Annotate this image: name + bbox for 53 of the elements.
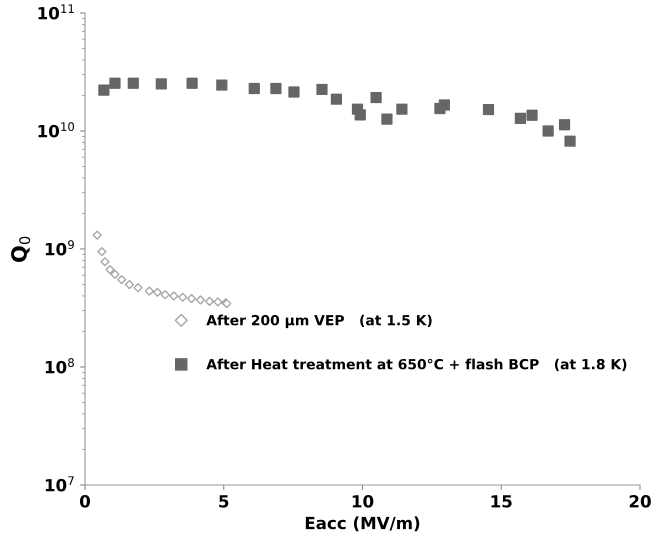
point xyxy=(98,84,110,96)
point xyxy=(100,257,110,266)
point xyxy=(381,114,393,125)
point xyxy=(186,78,198,89)
point xyxy=(270,82,282,94)
point xyxy=(117,275,126,284)
point xyxy=(354,109,366,120)
point xyxy=(216,79,228,91)
point xyxy=(186,294,196,304)
point xyxy=(128,78,139,89)
point xyxy=(160,290,170,300)
point xyxy=(396,104,408,115)
point xyxy=(248,82,260,94)
point xyxy=(124,280,134,290)
point xyxy=(169,291,178,301)
y-tick-label: 10$^{8}$ xyxy=(46,358,74,374)
y-tick-label: 10$^{11}$ xyxy=(38,4,74,20)
point xyxy=(288,86,300,98)
y-tick-label: 10$^{7}$ xyxy=(46,476,74,492)
point xyxy=(482,104,494,116)
x-axis-title: Eacc (MV/m) xyxy=(306,516,420,532)
point xyxy=(526,110,538,121)
point xyxy=(105,264,115,274)
y-tick-label: 10$^{9}$ xyxy=(46,240,74,256)
point xyxy=(110,270,120,279)
x-tick-label: 15 xyxy=(492,495,512,508)
point xyxy=(152,288,162,297)
point xyxy=(196,295,206,305)
y-tick-label: 10$^{10}$ xyxy=(38,122,74,138)
point xyxy=(330,94,342,105)
point xyxy=(438,99,450,111)
point xyxy=(97,247,107,256)
point xyxy=(564,136,576,147)
x-tick-label: 5 xyxy=(219,495,228,508)
point xyxy=(156,78,167,90)
point xyxy=(558,119,570,130)
point xyxy=(133,283,143,292)
point xyxy=(204,296,214,306)
legend-label: After Heat treatment at 650°C + flash BCP (at 1.8 K) xyxy=(206,358,626,372)
point xyxy=(178,292,188,302)
point xyxy=(370,92,382,104)
point xyxy=(316,84,328,96)
legend-label: After 200 µm VEP (at 1.5 K) xyxy=(206,314,432,328)
point xyxy=(514,112,526,124)
point xyxy=(92,230,102,240)
point xyxy=(144,286,154,296)
point xyxy=(542,125,554,137)
point xyxy=(109,78,121,89)
x-tick-label: 0 xyxy=(80,495,90,508)
y-axis-title: Q$_{0}$ xyxy=(11,236,30,262)
x-tick-label: 10 xyxy=(352,495,374,508)
point xyxy=(213,297,223,307)
x-tick-label: 20 xyxy=(630,495,651,508)
